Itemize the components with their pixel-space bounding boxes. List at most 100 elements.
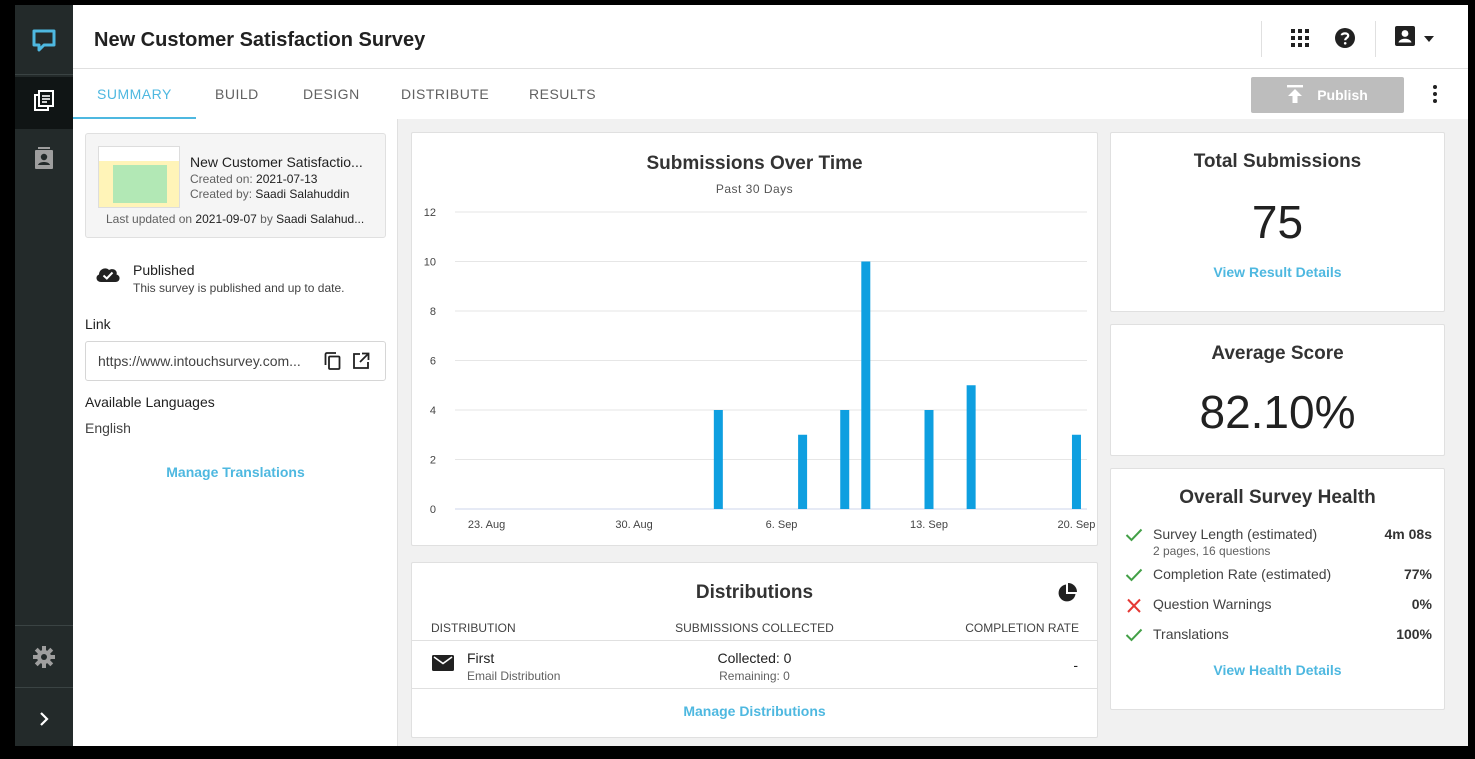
link-label: Link bbox=[85, 316, 111, 332]
distribution-type: Email Distribution bbox=[467, 669, 561, 683]
tab-design[interactable]: DESIGN bbox=[303, 86, 360, 102]
distributions-card: Distributions DISTRIBUTION SUBMISSIONS C… bbox=[411, 562, 1098, 738]
health-item-completion-rate: Completion Rate (estimated) 77% bbox=[1111, 566, 1444, 596]
tab-results[interactable]: RESULTS bbox=[529, 86, 597, 102]
y-tick-label: 0 bbox=[430, 504, 436, 516]
sidebar-expand-button[interactable] bbox=[15, 695, 73, 746]
contacts-icon bbox=[33, 146, 55, 176]
chart-bar bbox=[798, 434, 808, 509]
created-on: Created on: 2021-07-13 bbox=[190, 172, 318, 186]
window-edge bbox=[5, 5, 15, 746]
submissions-chart: 0 2 4 6 8 10 12 23. Aug 30. Aug 6. Sep 13. Sep 20. … bbox=[424, 207, 1096, 531]
tab-distribute[interactable]: DISTRIBUTE bbox=[401, 86, 490, 102]
sidebar bbox=[15, 5, 73, 746]
apps-grid-icon[interactable] bbox=[1285, 23, 1315, 53]
chart-subtitle: Past 30 Days bbox=[715, 182, 794, 196]
surveys-icon bbox=[33, 89, 55, 117]
y-tick-label: 6 bbox=[430, 356, 436, 368]
chart-bar bbox=[1071, 434, 1081, 509]
more-options-icon[interactable] bbox=[1423, 81, 1447, 107]
app-logo-icon[interactable] bbox=[15, 15, 73, 67]
sidebar-item-surveys[interactable] bbox=[15, 77, 73, 129]
cloud-done-icon bbox=[95, 265, 121, 288]
account-menu-button[interactable] bbox=[1389, 23, 1439, 53]
column-submissions-collected: SUBMISSIONS COLLECTED bbox=[675, 621, 834, 635]
survey-link-url[interactable]: https://www.intouchsurvey.com... bbox=[98, 353, 301, 369]
pie-chart-icon[interactable] bbox=[1057, 583, 1077, 608]
close-icon bbox=[1125, 598, 1143, 619]
survey-health-title: Overall Survey Health bbox=[1179, 487, 1376, 508]
total-submissions-card: Total Submissions 75 View Result Details bbox=[1110, 132, 1445, 312]
top-header: New Customer Satisfaction Survey bbox=[73, 5, 1468, 69]
total-submissions-title: Total Submissions bbox=[1193, 151, 1362, 172]
survey-link-field: https://www.intouchsurvey.com... bbox=[85, 341, 386, 381]
created-by: Created by: Saadi Salahuddin bbox=[190, 187, 350, 201]
copy-icon[interactable] bbox=[324, 352, 342, 375]
tab-bar: SUMMARY BUILD DESIGN DISTRIBUTE RESULTS … bbox=[73, 69, 1468, 119]
total-submissions-value: 75 bbox=[1251, 196, 1304, 248]
upload-icon bbox=[1287, 84, 1304, 106]
x-tick-label: 20. Sep bbox=[1058, 519, 1096, 531]
column-completion-rate: COMPLETION RATE bbox=[965, 621, 1079, 635]
remaining-count: Remaining: 0 bbox=[719, 669, 790, 683]
tab-build[interactable]: BUILD bbox=[215, 86, 259, 102]
chart-bar bbox=[840, 410, 850, 509]
survey-thumbnail bbox=[98, 146, 180, 208]
survey-health-card: Overall Survey Health Survey Length (est… bbox=[1110, 468, 1445, 710]
y-tick-label: 8 bbox=[430, 306, 436, 318]
gear-icon bbox=[33, 645, 55, 673]
average-score-card: Average Score 82.10% bbox=[1110, 324, 1445, 456]
manage-translations-link[interactable]: Manage Translations bbox=[166, 464, 305, 480]
check-icon bbox=[1125, 628, 1143, 647]
chart-title: Submissions Over Time bbox=[646, 153, 863, 174]
manage-distributions-link[interactable]: Manage Distributions bbox=[683, 703, 826, 719]
chevron-right-icon bbox=[38, 711, 50, 731]
chart-bar bbox=[861, 261, 871, 509]
app-window: New Customer Satisfaction Survey SUMMARY… bbox=[5, 5, 1468, 746]
x-tick-label: 30. Aug bbox=[615, 519, 652, 531]
caret-down-icon bbox=[1424, 29, 1434, 47]
view-result-details-link[interactable]: View Result Details bbox=[1213, 264, 1342, 280]
mail-icon bbox=[432, 655, 454, 676]
y-tick-label: 12 bbox=[424, 207, 436, 219]
y-tick-label: 10 bbox=[424, 257, 436, 269]
average-score-value: 82.10% bbox=[1199, 386, 1356, 438]
health-item-translations: Translations 100% bbox=[1111, 626, 1444, 656]
page-title: New Customer Satisfaction Survey bbox=[94, 29, 426, 51]
completion-rate-value: - bbox=[1073, 657, 1078, 673]
sidebar-item-settings[interactable] bbox=[15, 633, 73, 685]
publish-status-subtitle: This survey is published and up to date. bbox=[133, 281, 345, 295]
chart-bar bbox=[966, 385, 976, 509]
summary-content: New Customer Satisfactio... Created on: … bbox=[73, 119, 1468, 746]
check-icon bbox=[1125, 528, 1143, 547]
health-item-survey-length: Survey Length (estimated) 2 pages, 16 qu… bbox=[1111, 526, 1444, 558]
last-updated: Last updated on 2021-09-07 by Saadi Sala… bbox=[106, 212, 365, 226]
account-icon bbox=[1394, 25, 1416, 52]
survey-card-title: New Customer Satisfactio... bbox=[190, 154, 363, 170]
help-icon[interactable] bbox=[1330, 23, 1360, 53]
view-health-details-link[interactable]: View Health Details bbox=[1213, 662, 1342, 678]
publish-label: Publish bbox=[1317, 87, 1368, 103]
check-icon bbox=[1125, 568, 1143, 587]
tab-summary[interactable]: SUMMARY bbox=[73, 69, 196, 119]
language-value: English bbox=[85, 420, 131, 436]
x-tick-label: 6. Sep bbox=[766, 519, 798, 531]
sidebar-item-contacts[interactable] bbox=[15, 135, 73, 187]
publish-button[interactable]: Publish bbox=[1251, 77, 1404, 113]
survey-info-panel: New Customer Satisfactio... Created on: … bbox=[73, 119, 398, 746]
average-score-title: Average Score bbox=[1211, 343, 1344, 364]
chart-bar bbox=[713, 410, 723, 509]
survey-card[interactable]: New Customer Satisfactio... Created on: … bbox=[85, 133, 386, 238]
distribution-name: First bbox=[467, 650, 495, 666]
x-tick-label: 23. Aug bbox=[468, 519, 505, 531]
languages-label: Available Languages bbox=[85, 394, 215, 410]
collected-count: Collected: 0 bbox=[717, 650, 792, 666]
chart-bar bbox=[924, 410, 934, 509]
publish-status-title: Published bbox=[133, 262, 195, 278]
health-item-question-warnings: Question Warnings 0% bbox=[1111, 596, 1444, 626]
y-tick-label: 4 bbox=[430, 405, 436, 417]
open-external-icon[interactable] bbox=[352, 352, 370, 375]
x-tick-label: 13. Sep bbox=[910, 519, 948, 531]
submissions-chart-card: Submissions Over Time Past 30 Days 0 2 4 6 8… bbox=[411, 132, 1098, 546]
distributions-title: Distributions bbox=[695, 582, 814, 603]
